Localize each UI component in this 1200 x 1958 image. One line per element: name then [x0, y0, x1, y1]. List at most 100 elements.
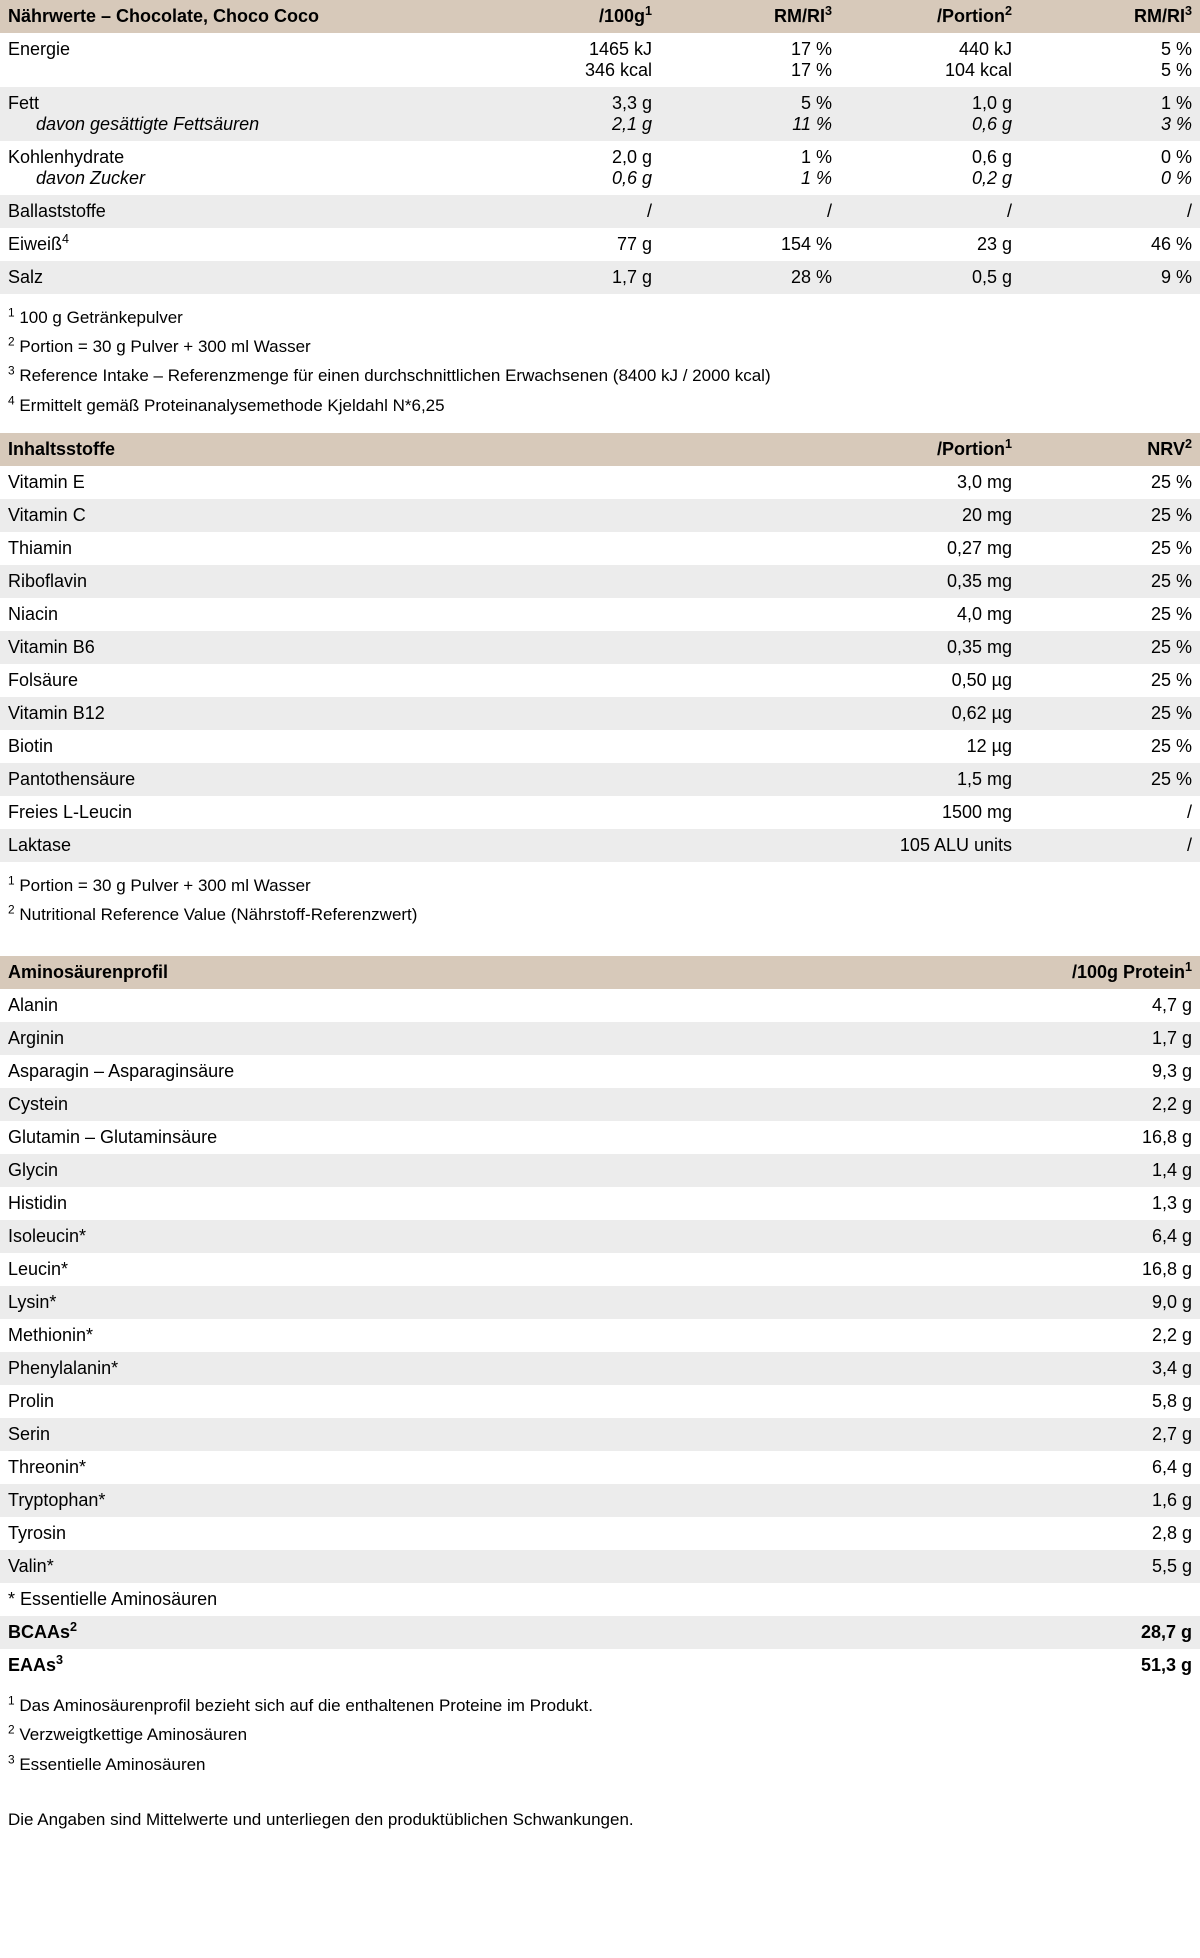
row-label: Freies L-Leucin: [0, 796, 720, 829]
table-row: Tryptophan*1,6 g: [0, 1484, 1200, 1517]
col-rmri-2: RM/RI3: [1020, 0, 1200, 33]
row-label: Salz: [0, 261, 480, 294]
cell: 6,4 g: [900, 1451, 1200, 1484]
row-label: Threonin*: [0, 1451, 900, 1484]
cell: 46 %: [1020, 228, 1200, 261]
row-label: Leucin*: [0, 1253, 900, 1286]
table-row: Vitamin C20 mg25 %: [0, 499, 1200, 532]
row-label: Ballaststoffe: [0, 195, 480, 228]
cell: 1,0 g0,6 g: [840, 87, 1020, 141]
table-row: Thiamin0,27 mg25 %: [0, 532, 1200, 565]
cell: 0,6 g0,2 g: [840, 141, 1020, 195]
cell: 12 µg: [720, 730, 1020, 763]
row-label: Cystein: [0, 1088, 900, 1121]
table-row: Tyrosin2,8 g: [0, 1517, 1200, 1550]
cell: 1,7 g: [900, 1022, 1200, 1055]
cell: /: [480, 195, 660, 228]
ingredients-col-nrv: NRV2: [1020, 433, 1200, 466]
table-row: Folsäure0,50 µg25 %: [0, 664, 1200, 697]
cell: 25 %: [1020, 598, 1200, 631]
row-label: Lysin*: [0, 1286, 900, 1319]
cell: 20 mg: [720, 499, 1020, 532]
ingredients-footnotes: 1 Portion = 30 g Pulver + 300 ml Wasser2…: [0, 862, 1200, 942]
row-label: Prolin: [0, 1385, 900, 1418]
amino-header-row: Aminosäurenprofil /100g Protein1: [0, 956, 1200, 989]
table-row: Vitamin B60,35 mg25 %: [0, 631, 1200, 664]
cell: 0,62 µg: [720, 697, 1020, 730]
cell: 25 %: [1020, 565, 1200, 598]
cell: 25 %: [1020, 664, 1200, 697]
cell: 1,7 g: [480, 261, 660, 294]
cell: 25 %: [1020, 730, 1200, 763]
table-row: Eiweiß477 g154 %23 g46 %: [0, 228, 1200, 261]
cell: 1465 kJ346 kcal: [480, 33, 660, 87]
table-row: Phenylalanin*3,4 g: [0, 1352, 1200, 1385]
cell: 3,4 g: [900, 1352, 1200, 1385]
cell: 2,0 g0,6 g: [480, 141, 660, 195]
summary-row: BCAAs228,7 g: [0, 1616, 1200, 1649]
row-label: Phenylalanin*: [0, 1352, 900, 1385]
cell: 25 %: [1020, 631, 1200, 664]
cell: 1 %3 %: [1020, 87, 1200, 141]
cell: 25 %: [1020, 697, 1200, 730]
cell: 4,7 g: [900, 989, 1200, 1022]
footnote: 1 Portion = 30 g Pulver + 300 ml Wasser: [8, 872, 1192, 899]
cell: 1,4 g: [900, 1154, 1200, 1187]
table-row: Vitamin E3,0 mg25 %: [0, 466, 1200, 499]
footnote: 2 Portion = 30 g Pulver + 300 ml Wasser: [8, 333, 1192, 360]
col-100g: /100g1: [480, 0, 660, 33]
table-row: Ballaststoffe////: [0, 195, 1200, 228]
nutrition-header-row: Nährwerte – Chocolate, Choco Coco /100g1…: [0, 0, 1200, 33]
row-label: Niacin: [0, 598, 720, 631]
row-label: Histidin: [0, 1187, 900, 1220]
cell: 4,0 mg: [720, 598, 1020, 631]
cell: 9 %: [1020, 261, 1200, 294]
cell: 9,0 g: [900, 1286, 1200, 1319]
row-label: Vitamin B6: [0, 631, 720, 664]
table-row: Vitamin B120,62 µg25 %: [0, 697, 1200, 730]
table-row: Leucin*16,8 g: [0, 1253, 1200, 1286]
cell: 5,8 g: [900, 1385, 1200, 1418]
cell: 28 %: [660, 261, 840, 294]
row-label: Glutamin – Glutaminsäure: [0, 1121, 900, 1154]
table-row: Lysin*9,0 g: [0, 1286, 1200, 1319]
cell: 25 %: [1020, 499, 1200, 532]
cell: /: [840, 195, 1020, 228]
cell: /: [660, 195, 840, 228]
row-label: Kohlenhydratedavon Zucker: [0, 141, 480, 195]
row-label: Laktase: [0, 829, 720, 862]
cell: 2,2 g: [900, 1088, 1200, 1121]
row-label: Eiweiß4: [0, 228, 480, 261]
amino-table: Aminosäurenprofil /100g Protein1 Alanin4…: [0, 956, 1200, 1682]
row-label: Alanin: [0, 989, 900, 1022]
cell: 5,5 g: [900, 1550, 1200, 1583]
nutrition-title: Nährwerte – Chocolate, Choco Coco: [0, 0, 480, 33]
row-label: Pantothensäure: [0, 763, 720, 796]
cell: 0,35 mg: [720, 565, 1020, 598]
cell: /: [1020, 195, 1200, 228]
table-row: Asparagin – Asparaginsäure9,3 g: [0, 1055, 1200, 1088]
row-label: Isoleucin*: [0, 1220, 900, 1253]
cell: 28,7 g: [900, 1616, 1200, 1649]
table-row: Glutamin – Glutaminsäure16,8 g: [0, 1121, 1200, 1154]
table-row: Riboflavin0,35 mg25 %: [0, 565, 1200, 598]
table-row: Alanin4,7 g: [0, 989, 1200, 1022]
final-note: Die Angaben sind Mittelwerte und unterli…: [0, 1792, 1200, 1848]
cell: 25 %: [1020, 532, 1200, 565]
cell: 1,3 g: [900, 1187, 1200, 1220]
table-row: Cystein2,2 g: [0, 1088, 1200, 1121]
row-label: Tyrosin: [0, 1517, 900, 1550]
row-label: Biotin: [0, 730, 720, 763]
footnote: 1 100 g Getränkepulver: [8, 304, 1192, 331]
row-label: Vitamin E: [0, 466, 720, 499]
cell: 3,0 mg: [720, 466, 1020, 499]
table-row: Freies L-Leucin1500 mg/: [0, 796, 1200, 829]
table-row: Arginin1,7 g: [0, 1022, 1200, 1055]
ingredients-title: Inhaltsstoffe: [0, 433, 720, 466]
cell: 23 g: [840, 228, 1020, 261]
amino-footnotes: 1 Das Aminosäurenprofil bezieht sich auf…: [0, 1682, 1200, 1792]
cell: 9,3 g: [900, 1055, 1200, 1088]
table-row: Isoleucin*6,4 g: [0, 1220, 1200, 1253]
table-row: Glycin1,4 g: [0, 1154, 1200, 1187]
cell: 1500 mg: [720, 796, 1020, 829]
